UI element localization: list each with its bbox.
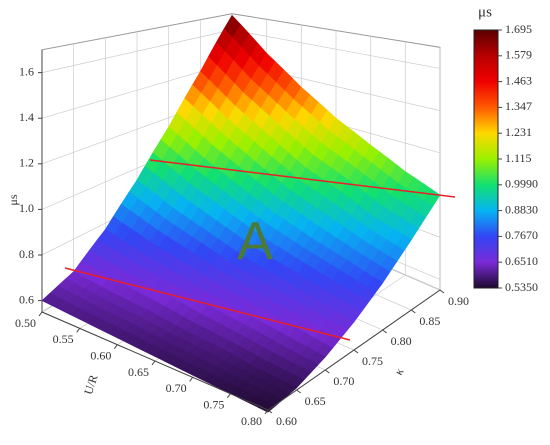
x-tick-label: 0.50 xyxy=(15,316,36,330)
x-tick-label: 0.80 xyxy=(241,414,262,428)
x-tick-label: 0.75 xyxy=(203,397,224,411)
colorbar-tick-label: 0.8830 xyxy=(505,202,538,216)
tick-mark xyxy=(76,328,81,333)
y-tick-label: 0.75 xyxy=(362,354,383,368)
z-tick-label: 1.4 xyxy=(19,110,34,124)
tick-mark xyxy=(411,309,416,314)
tick-mark xyxy=(151,360,156,366)
x-tick-label: 0.70 xyxy=(166,381,187,395)
surface xyxy=(41,14,441,413)
colorbar-tick-label: 1.231 xyxy=(505,125,532,139)
surface-patch xyxy=(258,401,276,413)
colorbar-tick-label: 1.115 xyxy=(505,151,532,165)
tick-mark xyxy=(267,409,273,414)
z-tick-label: 1.2 xyxy=(19,156,34,170)
colorbar-title: μs xyxy=(478,4,492,20)
y-tick-label: 0.60 xyxy=(276,414,297,428)
y-tick-label: 0.65 xyxy=(305,394,326,408)
y-tick-label: 0.70 xyxy=(333,374,354,388)
colorbar-tick-label: 0.7670 xyxy=(505,228,538,242)
axes: 0.6 0.8 1.0 1.2 1.4 1.6 0.50 0.55 0.60 0.65 0.70 0.… xyxy=(15,49,469,428)
reference-line xyxy=(149,159,456,198)
tick-mark xyxy=(439,289,445,294)
y-tick-label: 0.90 xyxy=(448,294,469,308)
reference-line xyxy=(64,267,351,341)
colorbar: 0.5350 0.6510 0.7670 0.8830 0.9990 1.115 1.231… xyxy=(473,22,538,294)
colorbar-tick-label: 0.6510 xyxy=(505,254,538,268)
tick-mark xyxy=(264,409,269,415)
colorbar-tick-label: 0.9990 xyxy=(505,177,538,191)
colorbar-bar xyxy=(473,29,499,289)
z-tick-label: 1.0 xyxy=(19,201,34,215)
z-tick-label: 1.6 xyxy=(19,64,34,78)
tick-mark xyxy=(353,349,359,354)
z-axis-label: μs xyxy=(6,194,20,205)
y-tick-label: 0.85 xyxy=(419,314,440,328)
tick-mark xyxy=(226,393,231,398)
x-tick-label: 0.65 xyxy=(128,365,149,379)
tick-mark xyxy=(296,389,301,394)
z-tick-label: 0.8 xyxy=(19,247,34,261)
colorbar-tick-label: 1.347 xyxy=(505,99,532,113)
tick-mark xyxy=(189,377,194,382)
tick-mark xyxy=(113,344,118,349)
colorbar-tick-label: 1.579 xyxy=(505,48,532,62)
annotation: A xyxy=(237,211,273,271)
tick-mark xyxy=(382,329,387,334)
x-tick-label: 0.60 xyxy=(90,348,111,362)
tick-mark xyxy=(38,311,43,317)
z-tick-label: 0.6 xyxy=(19,292,34,306)
colorbar-tick-label: 0.5350 xyxy=(505,280,538,294)
colorbar-tick-label: 1.695 xyxy=(505,22,532,36)
y-tick-label: 0.80 xyxy=(391,334,412,348)
x-axis-label: U/R xyxy=(81,373,100,396)
colorbar-tick-label: 1.463 xyxy=(505,73,532,87)
y-axis-label: κ xyxy=(391,365,406,377)
tick-mark xyxy=(325,369,330,374)
x-tick-label: 0.55 xyxy=(53,332,74,346)
